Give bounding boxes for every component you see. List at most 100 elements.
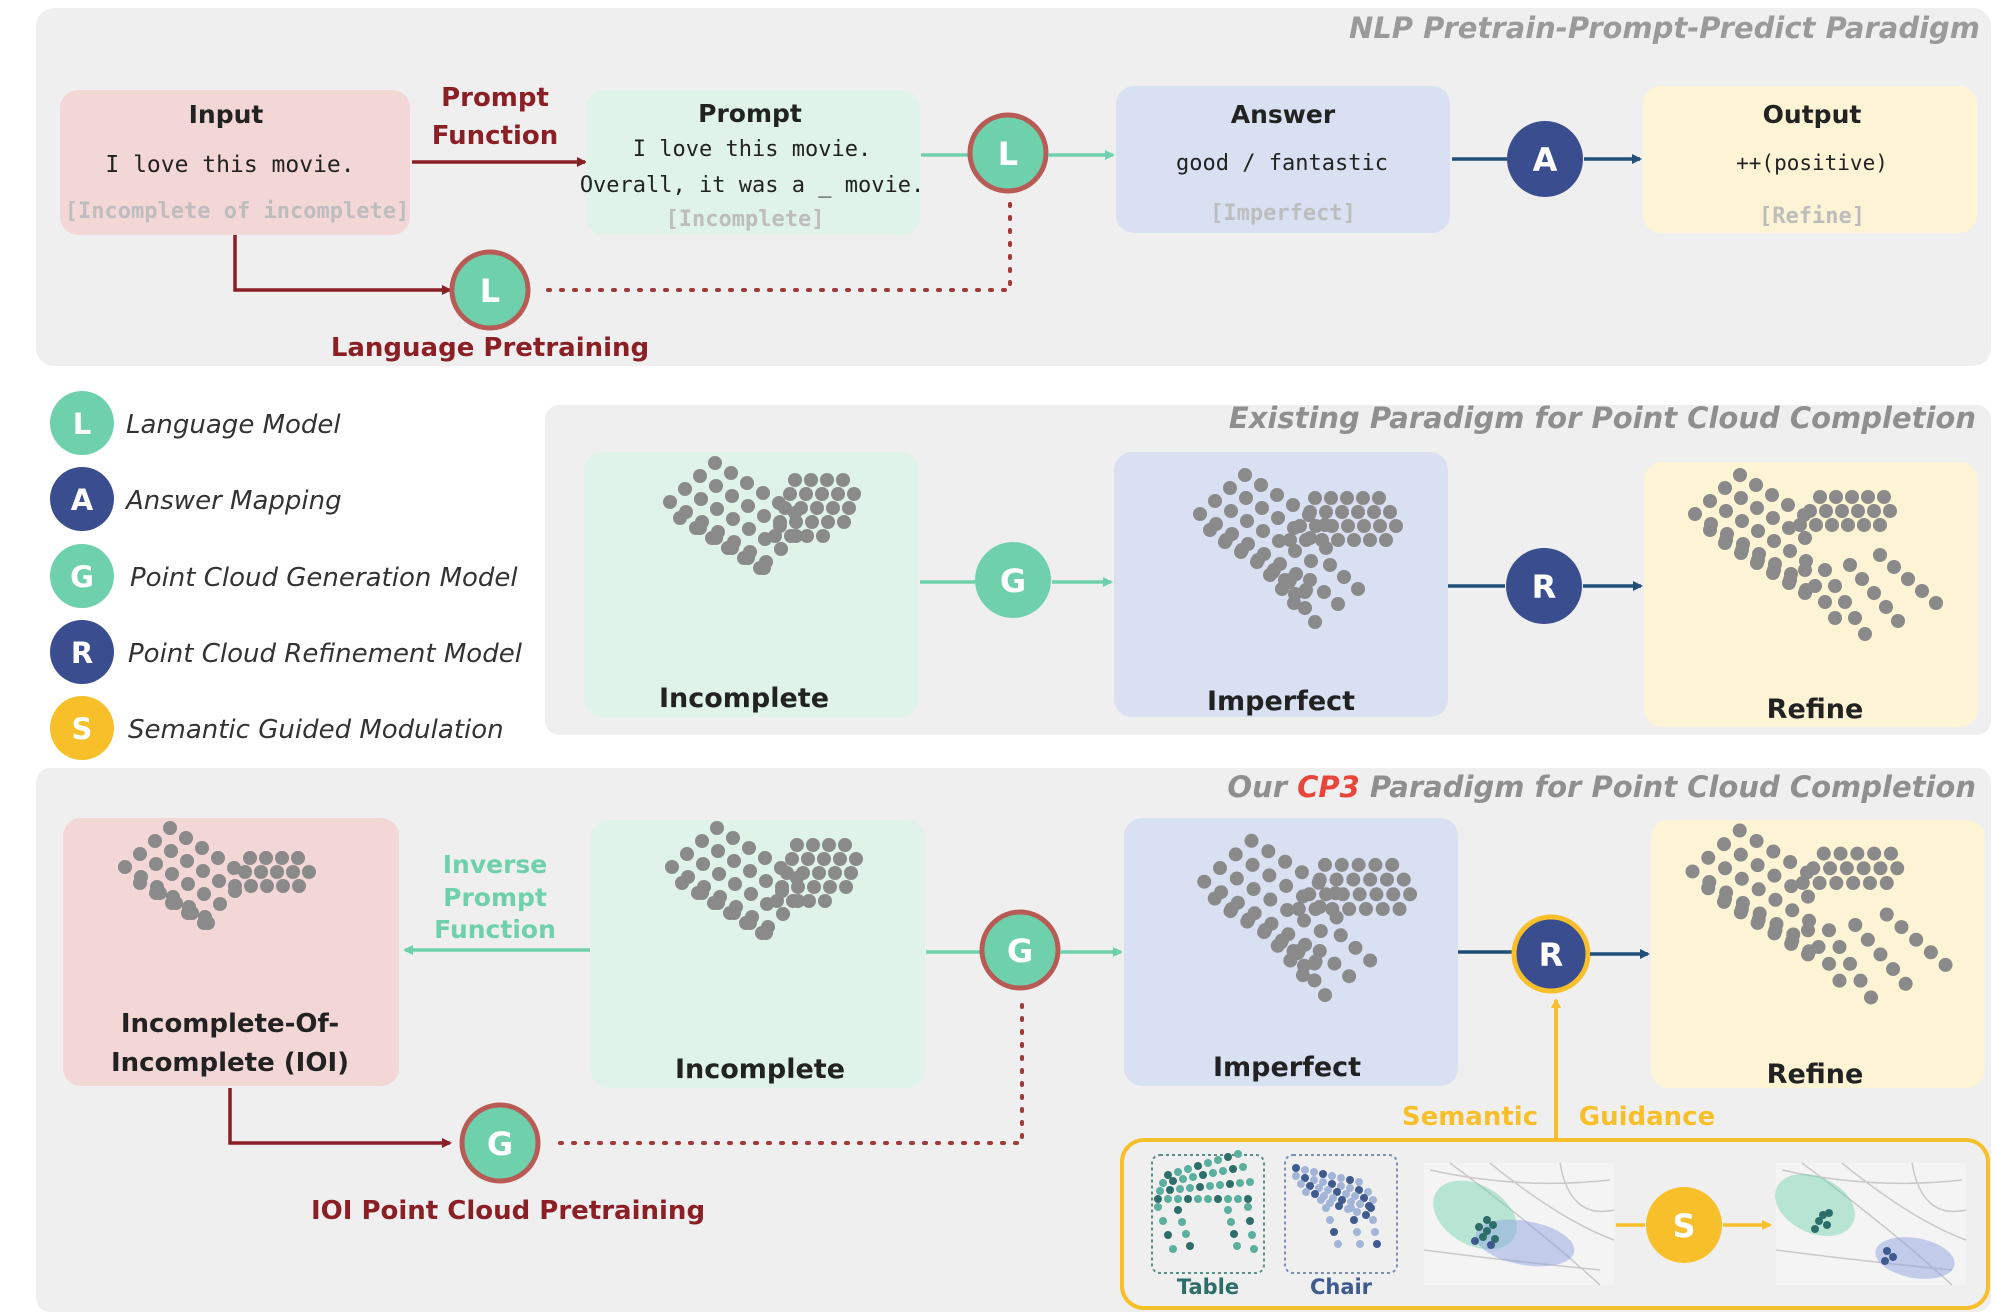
point: [1328, 1172, 1336, 1180]
point: [1250, 1245, 1258, 1253]
legend: L Language Model A Answer Mapping G Poin…: [50, 391, 523, 760]
nlp-answer-box: [1116, 86, 1450, 233]
point: [1357, 519, 1371, 533]
point: [693, 469, 707, 483]
nlp-answer-title: Answer: [1231, 100, 1336, 129]
point: [1331, 533, 1345, 547]
point: [1159, 1179, 1167, 1187]
point: [757, 561, 771, 575]
point: [1239, 491, 1253, 505]
point: [807, 880, 821, 894]
point: [201, 916, 215, 930]
point: [1329, 872, 1344, 887]
table-label: Table: [1177, 1275, 1239, 1299]
point: [165, 867, 179, 881]
ours-ioi-label-line2: Incomplete (IOI): [111, 1048, 349, 1078]
point: [1297, 1180, 1305, 1188]
point: [1347, 533, 1361, 547]
point: [1369, 887, 1384, 902]
existing-generation-node: [975, 542, 1051, 618]
point: [744, 887, 758, 901]
point: [1389, 519, 1403, 533]
point: [1194, 1162, 1202, 1170]
point: [1301, 1166, 1309, 1174]
point: [1883, 846, 1898, 861]
point: [1307, 973, 1322, 988]
point: [1304, 554, 1318, 568]
point: [774, 542, 788, 556]
point: [243, 851, 257, 865]
ours-title-prefix: Our: [1227, 770, 1297, 804]
point: [1688, 507, 1702, 521]
point: [1310, 1168, 1318, 1176]
point: [1303, 573, 1317, 587]
point: [1379, 872, 1394, 887]
point: [1785, 903, 1800, 918]
point: [1845, 490, 1859, 504]
point: [828, 866, 842, 880]
semantic-label: Semantic: [1402, 1102, 1538, 1132]
point: [1356, 1200, 1364, 1208]
point: [1685, 864, 1700, 879]
point: [1302, 1188, 1310, 1196]
existing-refinement-node: [1506, 548, 1582, 624]
point: [169, 896, 183, 910]
refine-point-cloud: [1688, 468, 1943, 641]
legend-language-model-label: Language Model: [126, 410, 341, 440]
point: [1333, 1188, 1341, 1196]
legend-semantic-modulation-symbol: S: [72, 712, 93, 746]
ours-imperfect-label: Imperfect: [1213, 1052, 1361, 1083]
point: [180, 854, 194, 868]
point: [1873, 548, 1887, 562]
point: [785, 852, 799, 866]
semantic-modulation-node: [1646, 1187, 1722, 1263]
point: [1214, 1156, 1222, 1164]
point: [276, 879, 290, 893]
point: [1703, 523, 1717, 537]
point: [1319, 1170, 1327, 1178]
point: [1367, 505, 1381, 519]
ours-generation-node-bottom: [459, 1102, 541, 1184]
nlp-input-title: Input: [189, 100, 264, 129]
existing-refinement-node-letter: R: [1532, 568, 1557, 606]
point: [818, 894, 832, 908]
point: [1835, 504, 1849, 518]
point: [1196, 1183, 1204, 1191]
point: [1311, 1190, 1319, 1198]
point: [1873, 947, 1888, 962]
point: [1718, 481, 1732, 495]
nlp-prompt-line1: I love this movie.: [633, 137, 871, 162]
point: [1174, 1195, 1182, 1203]
point: [1846, 876, 1861, 890]
imperfect-point-cloud: [1193, 468, 1403, 629]
point: [802, 894, 816, 908]
point: [1368, 857, 1383, 872]
point: [826, 501, 840, 515]
point: [1362, 1211, 1370, 1219]
point: [1337, 1182, 1345, 1190]
point: [801, 852, 815, 866]
language-pretraining-label: Language Pretraining: [331, 333, 649, 363]
point: [1358, 902, 1373, 916]
point: [1302, 887, 1317, 902]
ours-panel-title: Our CP3 Paradigm for Point Cloud Complet…: [1227, 770, 1976, 804]
nlp-answer-tag: [Imperfect]: [1210, 201, 1356, 226]
point: [1877, 490, 1891, 504]
point: [1734, 871, 1749, 886]
point: [1340, 491, 1354, 505]
point: [1363, 533, 1377, 547]
point: [1193, 507, 1207, 521]
point: [1355, 1186, 1363, 1194]
point: [778, 501, 792, 515]
point: [1839, 861, 1854, 876]
point: [1353, 1228, 1361, 1236]
point: [1234, 545, 1248, 559]
point: [1862, 876, 1877, 890]
point: [1312, 872, 1327, 887]
point: [786, 894, 800, 908]
point: [1923, 945, 1938, 960]
point: [1319, 505, 1333, 519]
point: [181, 877, 195, 891]
point: [1809, 518, 1823, 532]
point: [796, 866, 810, 880]
